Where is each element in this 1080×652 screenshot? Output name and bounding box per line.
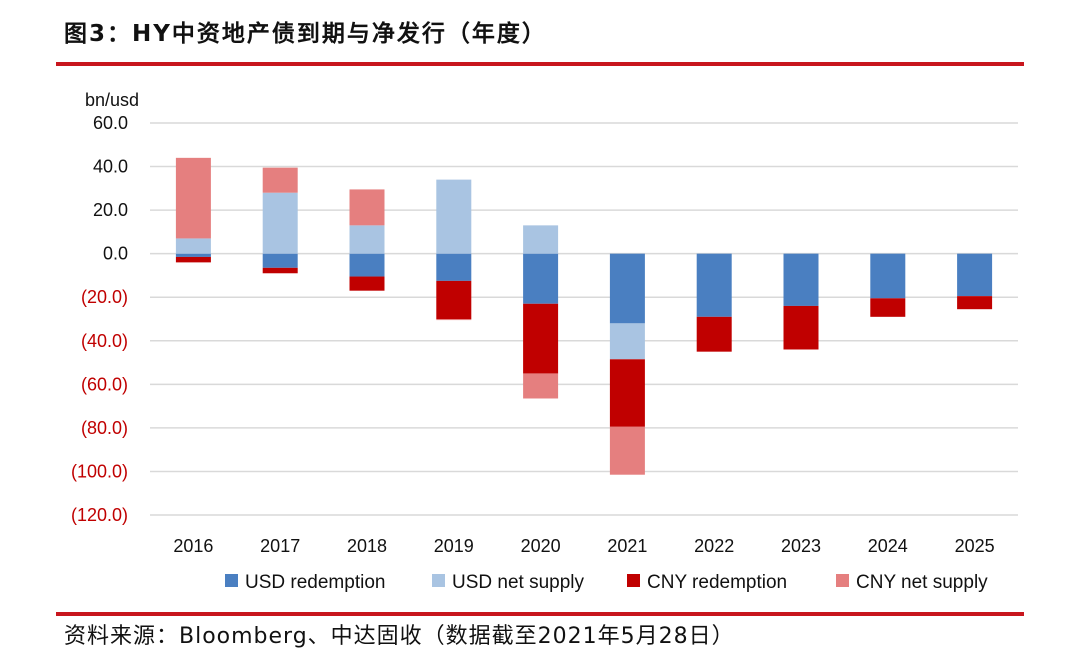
bar-cny-net-supply-2021 (609, 426, 645, 475)
y-tick-label: 60.0 (93, 113, 128, 133)
figure-title: 图3：HY中资地产债到期与净发行（年度） (64, 21, 547, 47)
bar-usd-redemption-2024 (870, 253, 906, 299)
bar-cny-redemption-2025 (957, 296, 993, 310)
y-tick-label: (100.0) (71, 461, 128, 481)
bar-usd-redemption-2020 (523, 253, 559, 304)
bar-usd-redemption-2016 (175, 253, 211, 257)
bar-cny-redemption-2020 (523, 303, 559, 374)
bar-cny-net-supply-2018 (349, 189, 385, 226)
y-tick-label: (20.0) (81, 287, 128, 307)
x-tick-label: 2019 (434, 536, 474, 556)
y-tick-label: 40.0 (93, 157, 128, 177)
bar-cny-redemption-2018 (349, 276, 385, 291)
legend-swatch (836, 574, 849, 587)
bar-usd-net-supply-2019 (436, 179, 472, 254)
legend-label: CNY net supply (856, 572, 988, 593)
y-axis-ticks: 60.0 40.0 20.0 0.0 (20.0) (40.0) (60.0) (80.0) (… (71, 113, 128, 525)
y-tick-label: (120.0) (71, 505, 128, 525)
bar-usd-redemption-2019 (436, 253, 472, 281)
bar-usd-redemption-2018 (349, 253, 385, 277)
x-tick-label: 2021 (607, 536, 647, 556)
bar-cny-redemption-2023 (783, 305, 819, 350)
bar-cny-redemption-2017 (262, 267, 298, 274)
bar-usd-net-supply-2021 (609, 323, 645, 360)
bar-usd-net-supply-2017 (262, 192, 298, 254)
bar-cny-net-supply-2016 (175, 157, 211, 239)
bar-usd-redemption-2025 (957, 253, 993, 297)
bar-cny-net-supply-2020 (523, 373, 559, 399)
bar-cny-redemption-2016 (175, 256, 211, 263)
bar-usd-redemption-2021 (609, 253, 645, 324)
y-tick-label: 20.0 (93, 200, 128, 220)
source-note: 资料来源：Bloomberg、中达固收（数据截至2021年5月28日） (64, 624, 735, 649)
bottom-rule (56, 612, 1024, 616)
bar-usd-net-supply-2018 (349, 225, 385, 254)
x-tick-label: 2022 (694, 536, 734, 556)
bar-cny-net-supply-2017 (262, 167, 298, 193)
bar-usd-net-supply-2020 (523, 225, 559, 254)
x-tick-label: 2025 (955, 536, 995, 556)
top-rule (56, 62, 1024, 66)
legend-label: CNY redemption (647, 572, 787, 593)
y-tick-label: (80.0) (81, 418, 128, 438)
legend-swatch (432, 574, 445, 587)
x-tick-label: 2016 (173, 536, 213, 556)
bar-cny-redemption-2022 (696, 316, 732, 352)
x-tick-label: 2020 (521, 536, 561, 556)
legend-label: USD redemption (245, 572, 385, 593)
legend-label: USD net supply (452, 572, 585, 593)
y-axis-unit-label: bn/usd (85, 90, 139, 110)
y-tick-label: 0.0 (103, 244, 128, 264)
bar-cny-redemption-2019 (436, 280, 472, 319)
x-tick-label: 2017 (260, 536, 300, 556)
bar-cny-redemption-2024 (870, 298, 906, 317)
bar-usd-redemption-2017 (262, 253, 298, 268)
y-tick-label: (40.0) (81, 331, 128, 351)
x-tick-label: 2024 (868, 536, 908, 556)
bars (175, 157, 993, 475)
legend-swatch (627, 574, 640, 587)
x-tick-label: 2023 (781, 536, 821, 556)
bar-usd-redemption-2023 (783, 253, 819, 306)
y-tick-label: (60.0) (81, 374, 128, 394)
bar-usd-redemption-2022 (696, 253, 732, 317)
legend: USD redemption USD net supply CNY redempti… (225, 572, 988, 593)
x-tick-label: 2018 (347, 536, 387, 556)
legend-swatch (225, 574, 238, 587)
x-axis-ticks: 2016 2017 2018 2019 2020 2021 2022 2023 2024 2025 (173, 536, 994, 556)
bar-usd-net-supply-2016 (175, 238, 211, 254)
bar-cny-net-supply-2019 (436, 319, 472, 321)
bar-cny-redemption-2021 (609, 359, 645, 427)
